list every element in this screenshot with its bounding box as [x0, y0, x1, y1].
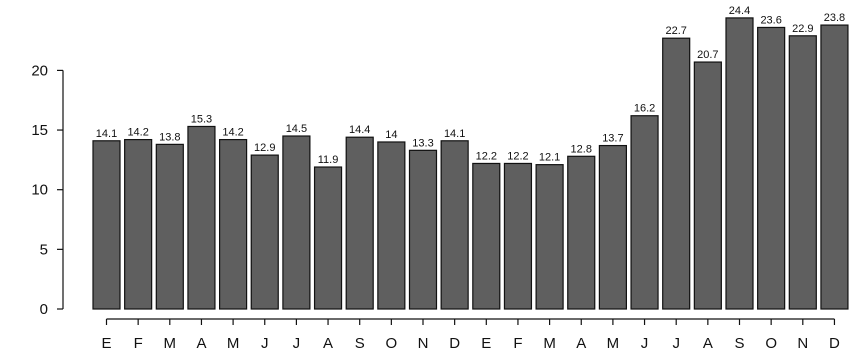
bar-value-label-2: 14.2	[127, 127, 148, 139]
bar-value-label-23: 22.9	[792, 23, 813, 35]
bar-21	[725, 17, 754, 310]
x-tick-label-6: J	[261, 335, 269, 352]
x-tick-label-23: N	[797, 335, 808, 352]
y-tick-label-5: 20	[31, 62, 48, 79]
bar-2	[124, 138, 153, 310]
x-tick-label-7: J	[293, 335, 301, 352]
x-tick-label-5: M	[227, 335, 240, 352]
bar-13	[472, 162, 501, 310]
bar-10	[377, 141, 406, 310]
bar-12	[440, 140, 469, 310]
bar-20	[693, 61, 722, 310]
bar-value-label-10: 14	[385, 129, 397, 141]
x-tick-label-21: S	[734, 335, 744, 352]
bar-24	[820, 24, 849, 310]
y-tick-label-2: 5	[40, 241, 48, 258]
bar-value-label-19: 22.7	[665, 25, 686, 37]
bar-7	[282, 135, 311, 310]
bar-14	[503, 162, 533, 310]
bar-value-label-6: 12.9	[254, 142, 275, 154]
x-tick-label-13: E	[481, 335, 491, 352]
x-tick-label-11: N	[418, 335, 429, 352]
bar-value-label-3: 13.8	[159, 131, 180, 143]
bar-4	[187, 125, 216, 310]
x-tick-label-17: M	[607, 335, 620, 352]
bar-value-label-24: 23.8	[824, 12, 845, 24]
x-tick-label-22: O	[765, 335, 777, 352]
bar-17	[598, 144, 628, 310]
bar-value-label-5: 14.2	[222, 127, 243, 139]
x-tick-label-1: E	[101, 335, 111, 352]
bar-value-label-16: 12.8	[571, 143, 592, 155]
x-tick-label-20: A	[703, 335, 713, 352]
bar-value-label-8: 11.9	[318, 154, 339, 166]
bar-value-label-7: 14.5	[286, 123, 307, 135]
x-tick-label-24: D	[829, 335, 840, 352]
bar-23	[788, 35, 817, 310]
bar-16	[567, 155, 596, 310]
y-tick-label-4: 15	[31, 122, 48, 139]
bar-value-label-1: 14.1	[96, 128, 117, 140]
bar-18	[630, 115, 659, 310]
x-tick-label-9: S	[355, 335, 365, 352]
x-tick-label-12: D	[449, 335, 460, 352]
bar-value-label-11: 13.3	[412, 137, 433, 149]
x-tick-label-4: A	[196, 335, 206, 352]
x-tick-label-18: J	[641, 335, 649, 352]
x-tick-label-16: A	[576, 335, 586, 352]
bar-value-label-13: 12.2	[476, 150, 497, 162]
x-tick-label-15: M	[543, 335, 556, 352]
bar-9	[345, 136, 374, 310]
x-tick-label-14: F	[513, 335, 522, 352]
bars-group	[92, 17, 849, 310]
bar-6	[250, 154, 279, 310]
bar-5	[219, 138, 248, 310]
bar-22	[757, 26, 786, 310]
bar-3	[155, 143, 184, 310]
y-axis: 0 5 10 15 20	[31, 62, 64, 318]
y-tick-label-3: 10	[31, 182, 48, 199]
x-tick-label-19: J	[672, 335, 680, 352]
bar-value-label-4: 15.3	[191, 113, 212, 125]
x-tick-label-8: A	[323, 335, 333, 352]
bar-value-label-20: 20.7	[697, 49, 718, 61]
bar-value-label-18: 16.2	[634, 103, 655, 115]
bar-19	[662, 37, 691, 310]
x-tick-label-2: F	[134, 335, 143, 352]
bar-11	[408, 149, 438, 310]
bar-value-label-15: 12.1	[539, 152, 560, 164]
bar-8	[313, 166, 343, 310]
x-tick-label-3: M	[164, 335, 177, 352]
bar-value-label-9: 14.4	[349, 124, 370, 136]
bar-value-label-21: 24.4	[729, 5, 750, 17]
bar-value-label-12: 14.1	[444, 128, 465, 140]
bar-value-label-14: 12.2	[507, 150, 528, 162]
y-tick-label-1: 0	[40, 301, 48, 318]
bar-value-label-22: 23.6	[760, 14, 781, 26]
x-tick-label-10: O	[386, 335, 398, 352]
bar-value-labels: 14.1 14.2 13.8 15.3 14.2 12.9 14.5 11.9 14.4 14 13…	[96, 5, 845, 166]
bar-1	[92, 140, 121, 310]
bar-value-label-17: 13.7	[602, 133, 623, 145]
bar-15	[535, 164, 564, 310]
